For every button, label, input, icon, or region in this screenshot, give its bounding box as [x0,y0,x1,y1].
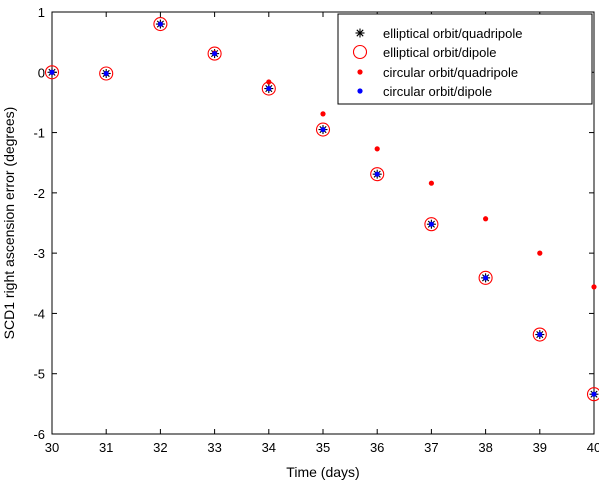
y-tick-label: 0 [38,65,45,80]
x-tick-label: 34 [262,440,276,455]
data-point-series-3 [266,79,272,85]
x-tick-label: 31 [99,440,113,455]
x-tick-label: 35 [316,440,330,455]
data-point-series-2 [532,327,547,342]
legend-entry-1: elliptical orbit/quadripole [383,26,522,41]
data-point-series-3 [537,250,543,256]
data-point-series-2 [370,167,385,182]
data-point-series-3 [374,146,380,152]
data-point-series-3 [320,111,326,117]
x-tick-label: 32 [153,440,167,455]
x-tick-label: 40 [587,440,599,455]
x-tick-label: 38 [478,440,492,455]
y-tick-label: -6 [33,427,45,442]
data-point-series-4 [374,171,380,177]
data-point-series-3 [591,284,597,290]
legend: elliptical orbit/quadripole elliptical o… [337,13,593,105]
legend-markers [352,28,368,94]
data-point-series-4 [49,69,55,75]
y-axis-label: SCD1 right ascension error (degrees) [1,107,17,340]
data-point-series-4 [212,50,218,57]
data-point-series-4 [320,126,326,133]
data-point-series-4 [266,85,272,92]
y-tick-label: -3 [33,246,45,261]
data-marks [44,17,599,402]
data-point-series-2 [153,17,168,32]
y-tick-label: 1 [38,5,45,20]
data-point-series-4 [537,331,543,338]
x-tick-label: 33 [207,440,221,455]
data-point-series-2 [207,46,222,61]
legend-box [337,13,593,105]
x-axis-label: Time (days) [286,464,359,480]
legend-marker-1 [355,28,365,38]
y-tick-label: -1 [33,126,45,141]
y-tick-label: -4 [33,306,45,321]
legend-marker-4 [357,88,363,94]
data-point-series-4 [103,70,109,77]
legend-entry-3: circular orbit/quadripole [383,65,518,80]
data-point-series-2 [44,65,60,80]
legend-marker-3 [357,69,363,75]
data-point-series-4 [483,275,489,281]
data-point-series-2 [315,122,331,137]
data-point-series-2 [424,217,439,232]
data-point-series-3 [428,180,434,186]
legend-entry-2: elliptical orbit/dipole [383,45,496,60]
data-point-series-2 [99,66,114,81]
x-tick-label: 37 [424,440,438,455]
data-point-series-4 [428,221,434,227]
x-tick-label: 39 [533,440,547,455]
y-tick-label: -5 [33,367,45,382]
data-point-series-4 [157,21,163,27]
legend-marker-2 [352,44,368,60]
data-point-series-4 [591,391,597,397]
data-point-series-2 [586,387,599,402]
legend-entry-4: circular orbit/dipole [383,84,492,99]
data-point-series-3 [483,216,489,222]
y-tick-label: -2 [33,186,45,201]
ticks: 30 31 32 33 34 35 36 37 38 39 40 1 0 -1 -2 -3 -4 -5 -6 [33,5,599,455]
x-tick-label: 30 [45,440,59,455]
x-tick-label: 36 [370,440,384,455]
data-point-series-2 [478,270,493,285]
